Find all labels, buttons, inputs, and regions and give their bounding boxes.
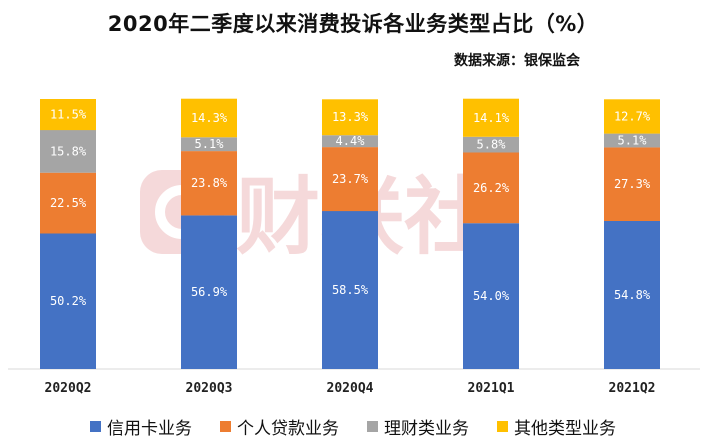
- legend-swatch: [367, 421, 378, 432]
- bar-segment: [181, 137, 237, 152]
- legend-item: 信用卡业务: [90, 414, 192, 439]
- x-tick-label: 2021Q1: [468, 381, 515, 396]
- bar-segment: [604, 133, 660, 148]
- data-label: 5.1%: [195, 137, 225, 151]
- legend-swatch: [90, 421, 101, 432]
- data-label: 4.4%: [336, 134, 366, 148]
- bars-group: 50.2% 22.5% 15.8% 11.5% 56.9% 23.8% 5.1% 14.3% 5…: [40, 98, 660, 369]
- x-tick-label: 2020Q2: [45, 381, 92, 396]
- bar-segment: [322, 147, 378, 212]
- bar-segment: [322, 99, 378, 136]
- bar-segment: [40, 99, 96, 131]
- data-label: 50.2%: [50, 294, 87, 308]
- data-label: 5.1%: [618, 133, 648, 147]
- data-source: 数据来源：银保监会: [454, 53, 580, 69]
- x-tick-label: 2021Q2: [609, 381, 656, 396]
- data-label: 54.0%: [473, 289, 510, 303]
- legend-swatch: [497, 421, 508, 432]
- bar-segment: [463, 223, 519, 369]
- bar-segment: [322, 135, 378, 148]
- x-ticks-group: 2020Q2 2020Q3 2020Q4 2021Q1 2021Q2: [45, 381, 656, 396]
- bar-segment: [322, 211, 378, 369]
- legend-label: 理财类业务: [384, 419, 469, 439]
- data-label: 54.8%: [614, 288, 651, 302]
- data-label: 5.8%: [477, 138, 507, 152]
- chart-title: 2020年二季度以来消费投诉各业务类型占比（%）: [107, 12, 599, 36]
- legend-item: 个人贷款业务: [220, 414, 339, 439]
- x-tick-label: 2020Q4: [327, 381, 374, 396]
- bar-segment: [463, 136, 519, 153]
- data-label: 56.9%: [191, 285, 228, 299]
- data-label: 12.7%: [614, 109, 651, 123]
- bar-segment: [181, 215, 237, 369]
- bar-segment: [463, 98, 519, 137]
- bar-segment: [181, 151, 237, 216]
- stacked-bar-chart: 财联社 50.2%22.5%15.8%11.5%56.9%23.8%5.1%14…: [8, 98, 700, 396]
- legend-label: 信用卡业务: [107, 419, 192, 439]
- bar-segment: [463, 152, 519, 224]
- x-tick-label: 2020Q3: [186, 381, 233, 396]
- bar-segment: [40, 233, 96, 369]
- legend-item: 理财类业务: [367, 414, 469, 439]
- bar-segment: [40, 130, 96, 173]
- legend-swatch: [220, 421, 231, 432]
- data-label: 13.3%: [332, 110, 369, 124]
- data-label: 23.8%: [191, 176, 228, 190]
- data-label: 11.5%: [50, 108, 87, 122]
- bar-segment: [604, 99, 660, 134]
- legend-label: 个人贷款业务: [237, 419, 339, 439]
- data-label: 27.3%: [614, 177, 651, 191]
- data-label: 23.7%: [332, 172, 369, 186]
- data-label: 14.1%: [473, 111, 510, 125]
- data-label: 15.8%: [50, 144, 87, 158]
- legend: 信用卡业务 个人贷款业务 理财类业务 其他类型业务: [0, 414, 706, 439]
- bar-segment: [181, 98, 237, 138]
- data-label: 26.2%: [473, 181, 510, 195]
- legend-label: 其他类型业务: [514, 419, 616, 439]
- data-label: 14.3%: [191, 111, 228, 125]
- data-label: 22.5%: [50, 196, 87, 210]
- legend-item: 其他类型业务: [497, 414, 616, 439]
- bar-segment: [40, 172, 96, 234]
- bar-segment: [604, 147, 660, 221]
- bar-segment: [604, 221, 660, 369]
- data-label: 58.5%: [332, 283, 369, 297]
